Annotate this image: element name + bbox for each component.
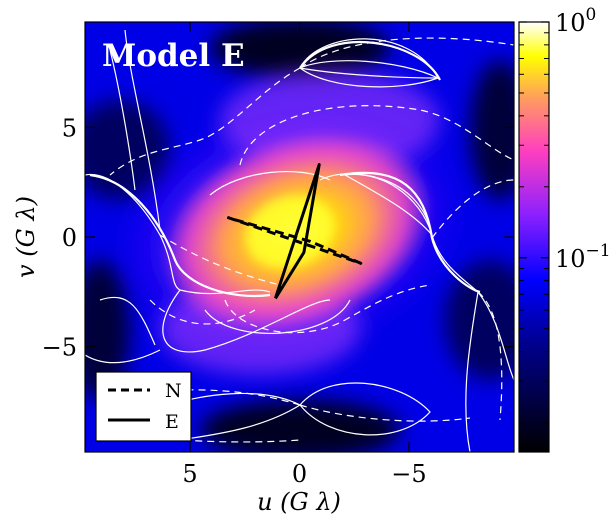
y-tick-label: 5	[62, 114, 77, 142]
dark-lobe	[210, 22, 390, 78]
y-axis-ticks: 5 0 −5	[42, 114, 514, 362]
y-tick-label: −5	[42, 334, 77, 362]
legend-label-n: N	[165, 380, 182, 402]
contour-dashed	[159, 234, 281, 286]
x-axis-ticks: 5 0 −5	[182, 22, 427, 488]
contour-solid	[85, 296, 161, 364]
contour-dashed	[239, 105, 514, 166]
contour-solid	[344, 173, 433, 236]
contour-solid	[204, 171, 351, 334]
contours-dashed	[99, 37, 514, 443]
dark-lobe	[445, 260, 514, 380]
colorbar-tick-label: 100	[555, 5, 596, 37]
contour-dashed	[299, 37, 514, 69]
contours	[85, 29, 514, 452]
dark-lobe	[470, 60, 514, 200]
chart-title: Model E	[102, 38, 245, 74]
x-tick-label: −5	[391, 460, 426, 488]
x-tick-label: 5	[182, 460, 197, 488]
x-axis-label: u (G λ)	[257, 488, 341, 516]
heatmap	[85, 22, 514, 452]
contour-solid	[109, 29, 161, 231]
contour-solid	[89, 173, 271, 297]
contour-solid	[162, 289, 331, 353]
colorbar-ticks: 100 10−1	[519, 5, 611, 424]
contour-solid	[339, 171, 481, 294]
contour-dashed	[99, 429, 301, 443]
legend-box	[95, 371, 192, 442]
contour-solid	[299, 40, 441, 81]
baselines	[226, 163, 363, 300]
colorbar-fill	[519, 22, 549, 452]
contour-dashed	[99, 389, 471, 422]
contour-dashed	[149, 299, 256, 325]
legend-label-e: E	[165, 411, 179, 433]
contour-dashed	[109, 67, 301, 176]
y-tick-label: 0	[62, 224, 77, 252]
contour-solid	[299, 60, 439, 79]
colorbar: 100 10−1	[518, 5, 611, 453]
dark-lobe	[200, 400, 400, 452]
contour-dashed	[224, 284, 431, 334]
x-tick-label: 0	[292, 460, 307, 488]
colorbar-tick-label: 10−1	[555, 241, 611, 273]
baseline-e	[273, 163, 321, 300]
contour-dashed	[431, 179, 514, 421]
legend: N E	[95, 371, 192, 442]
y-axis-label: v (G λ)	[12, 196, 40, 278]
contour-solid	[299, 382, 431, 436]
colorbar-frame	[518, 21, 550, 453]
contour-solid	[465, 291, 514, 452]
